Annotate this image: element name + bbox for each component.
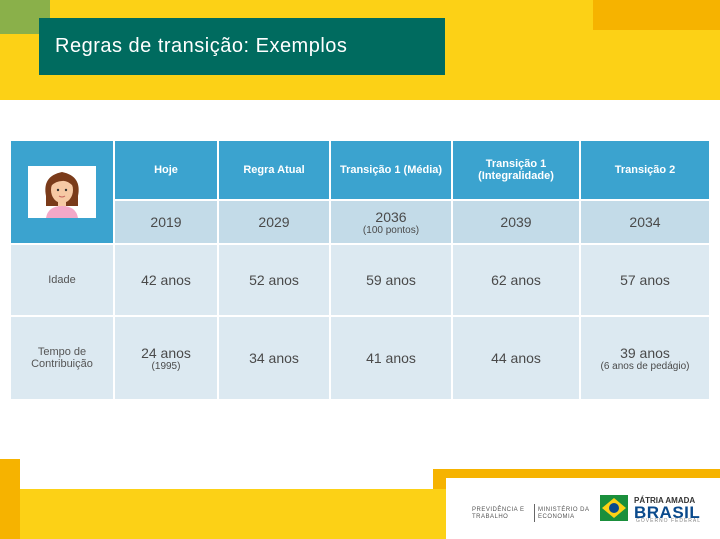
ministry-left-text: PREVIDÊNCIA E TRABALHO	[472, 507, 525, 520]
table-cell: 52 anos	[217, 243, 331, 317]
footer-logo-area	[446, 478, 720, 539]
year-value: 2029	[258, 214, 290, 230]
year-value: 2039	[500, 214, 532, 230]
table-cell: 41 anos	[329, 315, 453, 401]
year-note: (100 pontos)	[362, 224, 420, 236]
table-cell: 59 anos	[329, 243, 453, 317]
year-cell: 2039	[451, 199, 581, 245]
table-cell: 24 anos (1995)	[113, 315, 219, 401]
cell-value: 44 anos	[491, 350, 541, 366]
table-cell: 42 anos	[113, 243, 219, 317]
column-header-transicao1-integralidade: Transição 1 (Integralidade)	[451, 139, 581, 201]
table-cell: 62 anos	[451, 243, 581, 317]
column-header-transicao2: Transição 2	[579, 139, 711, 201]
cell-value: 42 anos	[141, 272, 191, 288]
brand-main-text: BRASIL	[634, 503, 701, 522]
table-cell: 39 anos (6 anos de pedágio)	[579, 315, 711, 401]
row-label-idade: Idade	[9, 243, 115, 317]
year-cell: 2036 (100 pontos)	[329, 199, 453, 245]
table-cell: 57 anos	[579, 243, 711, 317]
bottom-left-orange-accent	[0, 459, 20, 539]
brand-top-text: PÁTRIA AMADA	[634, 496, 696, 505]
brasil-flag-logo-icon	[600, 495, 628, 521]
brand-sub-text: GOVERNO FEDERAL	[636, 518, 702, 524]
ministry-divider	[534, 504, 535, 522]
woman-avatar-icon	[45, 172, 79, 218]
slide-title: Regras de transição: Exemplos	[39, 18, 445, 75]
top-orange-accent	[593, 0, 720, 30]
ministry-right-text: MINISTÉRIO DA ECONOMIA	[538, 507, 590, 520]
cell-value: 39 anos	[620, 344, 670, 361]
transition-rules-table: Hoje Regra Atual Transição 1 (Média) Tra…	[9, 139, 711, 401]
cell-value: 24 anos	[141, 344, 191, 361]
table-cell: 44 anos	[451, 315, 581, 401]
year-value: 2019	[150, 214, 182, 230]
avatar	[28, 166, 96, 218]
column-header-hoje: Hoje	[113, 139, 219, 201]
column-header-transicao1-media: Transição 1 (Média)	[329, 139, 453, 201]
cell-note: (1995)	[151, 360, 181, 372]
cell-note: (6 anos de pedágio)	[600, 360, 690, 372]
table-cell: 34 anos	[217, 315, 331, 401]
column-header-regra-atual: Regra Atual	[217, 139, 331, 201]
year-cell: 2034	[579, 199, 711, 245]
top-right-band	[593, 30, 720, 100]
cell-value: 57 anos	[620, 272, 670, 288]
cell-value: 52 anos	[249, 272, 299, 288]
cell-value: 59 anos	[366, 272, 416, 288]
avatar-cell	[9, 139, 115, 245]
cell-value: 62 anos	[491, 272, 541, 288]
year-cell: 2029	[217, 199, 331, 245]
year-value: 2034	[629, 214, 661, 230]
year-cell: 2019	[113, 199, 219, 245]
row-label-tempo-contribuicao: Tempo de Contribuição	[9, 315, 115, 401]
year-value: 2036	[375, 208, 407, 225]
cell-value: 34 anos	[249, 350, 299, 366]
cell-value: 41 anos	[366, 350, 416, 366]
